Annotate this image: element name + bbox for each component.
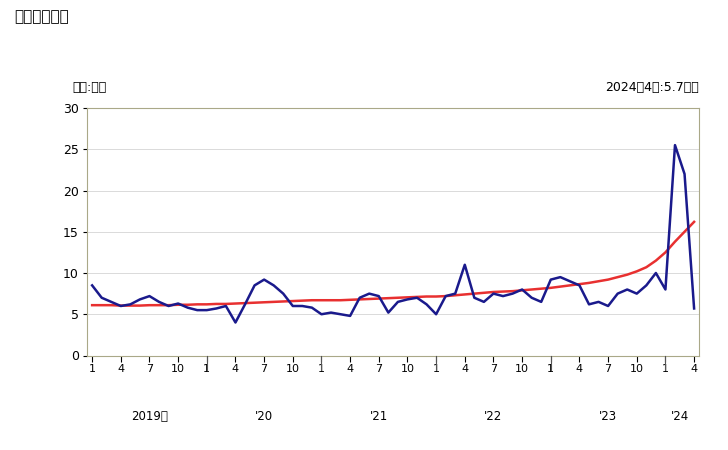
- Text: 単位:億円: 単位:億円: [73, 81, 107, 94]
- Text: 2024年4月:5.7億円: 2024年4月:5.7億円: [605, 81, 699, 94]
- Text: '21: '21: [370, 410, 388, 423]
- Text: '20: '20: [255, 410, 273, 423]
- Text: 輸入額の推移: 輸入額の推移: [15, 9, 69, 24]
- Text: '22: '22: [484, 410, 502, 423]
- Text: 2019年: 2019年: [131, 410, 168, 423]
- Text: '23: '23: [599, 410, 617, 423]
- Text: '24: '24: [670, 410, 689, 423]
